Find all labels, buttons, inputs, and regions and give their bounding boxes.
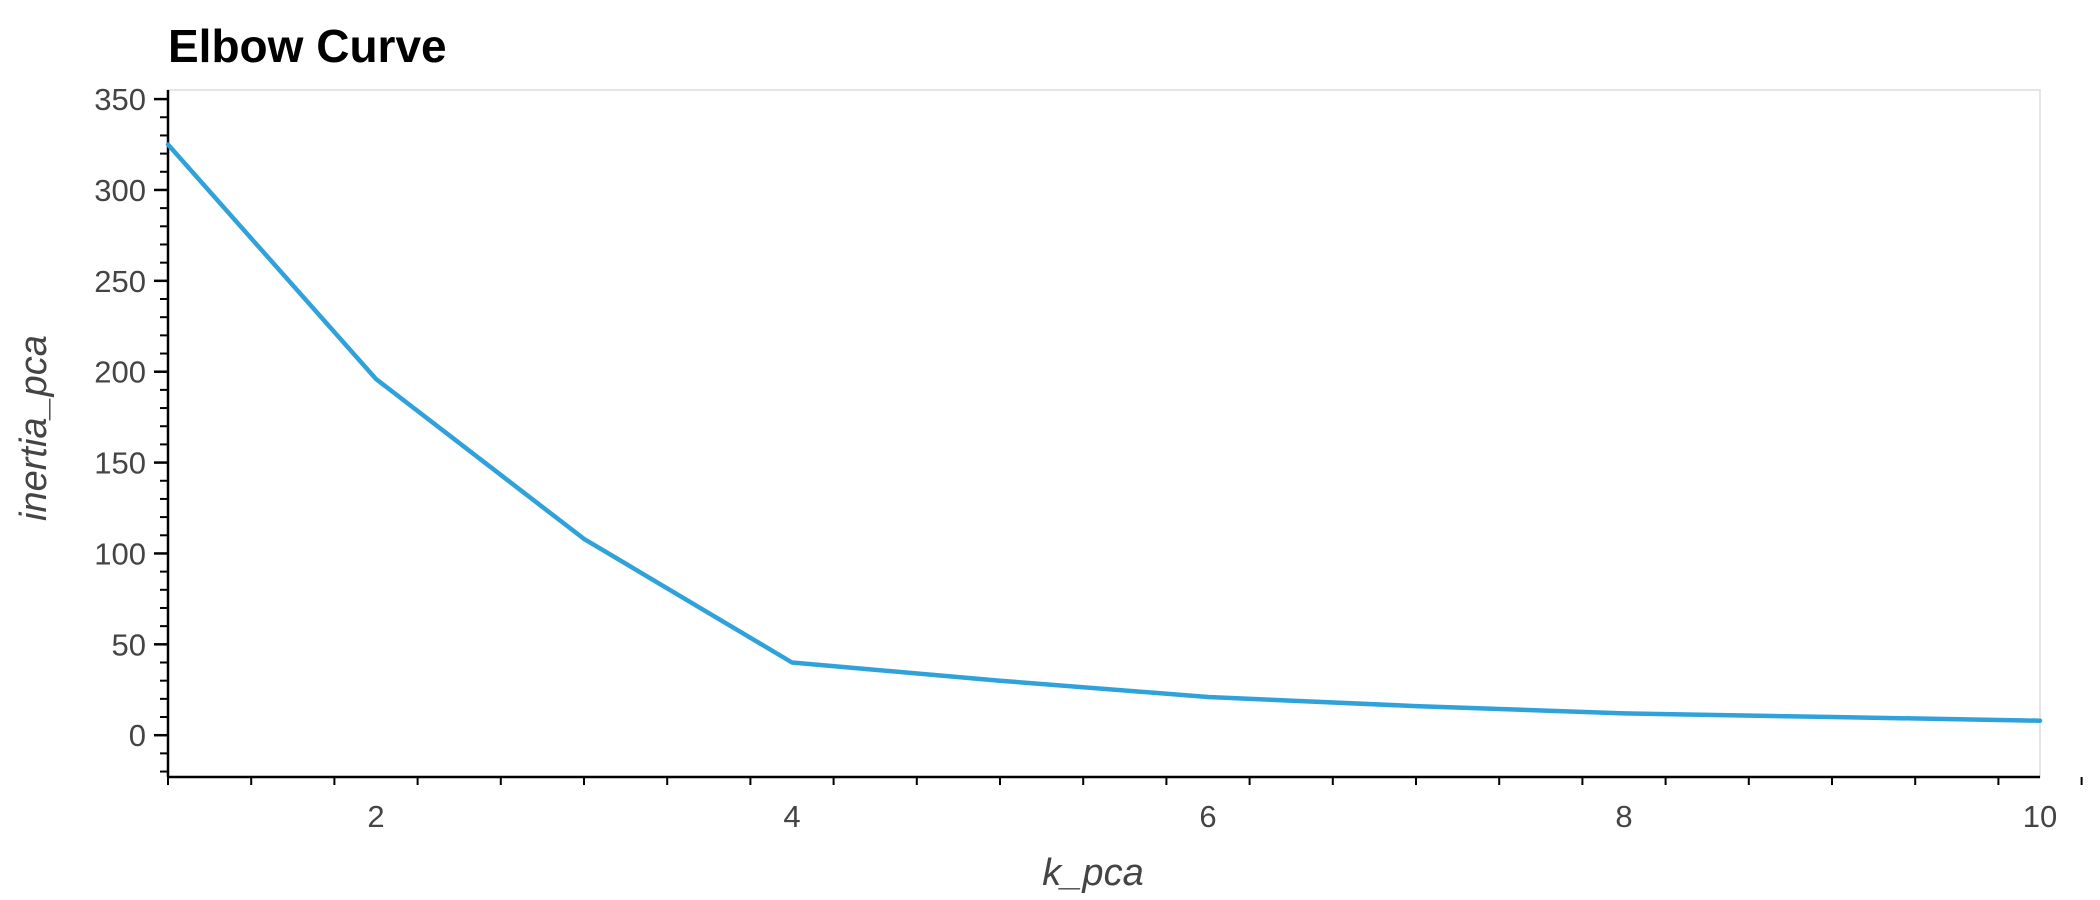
x-tick-label: 8 [1615,799,1632,834]
y-tick-label: 100 [94,536,146,571]
y-tick-label: 50 [112,627,146,662]
x-axis-label: k_pca [1042,852,1143,894]
y-tick-label: 150 [94,446,146,481]
y-tick-label: 350 [94,82,146,117]
inertia-series-line [165,142,2043,723]
x-axis-ticks: 2 4 6 8 10 [167,777,2083,834]
y-tick-label: 300 [94,173,146,208]
y-tick-label: 250 [94,264,146,299]
x-tick-label: 6 [1199,799,1216,834]
x-tick-label: 2 [367,799,384,834]
y-axis-label: inertia_pca [13,335,55,521]
y-tick-label: 200 [94,355,146,390]
x-tick-label: 4 [783,799,800,834]
x-tick-label: 10 [2023,799,2057,834]
y-tick-label: 0 [129,718,146,753]
y-axis-ticks: 0 50 100 150 200 250 300 350 [94,82,168,773]
series-layer [165,142,2043,723]
chart-title: Elbow Curve [168,20,447,72]
